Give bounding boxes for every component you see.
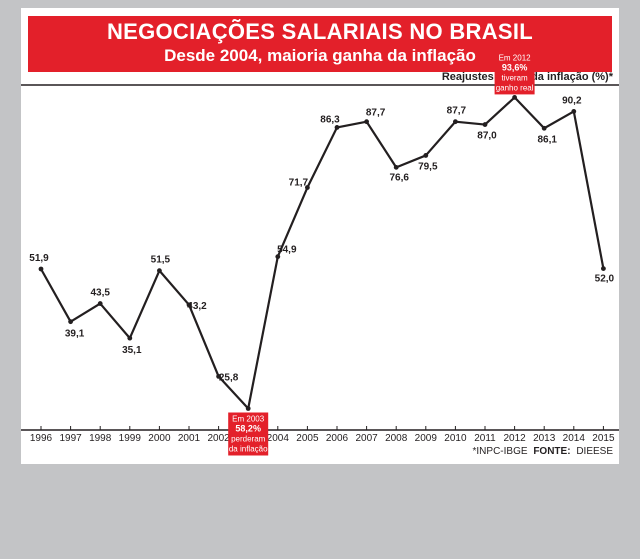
data-point-1998 <box>97 301 103 306</box>
x-tick-label-2004: 2004 <box>267 433 290 444</box>
x-tick-label-1999: 1999 <box>119 433 142 444</box>
value-label-2008: 76,6 <box>389 172 409 183</box>
x-tick-label-2006: 2006 <box>326 433 349 444</box>
value-label-2011: 87,0 <box>477 131 497 142</box>
data-point-2000 <box>157 268 162 274</box>
data-point-2011 <box>482 122 488 127</box>
x-tick-label-2008: 2008 <box>385 433 408 444</box>
value-label-2001: 43,2 <box>187 301 207 312</box>
value-label-1997: 39,1 <box>65 329 85 340</box>
x-tick-label-2000: 2000 <box>148 433 171 444</box>
x-tick-label-2002: 2002 <box>207 433 230 444</box>
value-label-2005: 71,7 <box>289 178 309 189</box>
x-tick-label-2005: 2005 <box>296 433 319 444</box>
title-banner: NEGOCIAÇÕES SALARIAIS NO BRASIL Desde 20… <box>28 16 612 72</box>
data-point-2001 <box>186 302 192 308</box>
x-tick-label-2001: 2001 <box>178 433 201 444</box>
data-point-1997 <box>68 319 73 325</box>
data-point-2004 <box>275 254 281 260</box>
data-point-1999 <box>127 335 133 341</box>
value-label-2000: 51,5 <box>151 255 171 266</box>
annotation-2012-line-2: 93,6% <box>502 62 528 72</box>
data-point-2002 <box>216 374 222 379</box>
value-label-2014: 90,2 <box>562 95 582 106</box>
data-point-2008 <box>393 164 399 170</box>
source-footnote: *INPC-IBGE <box>473 446 528 457</box>
data-point-2015 <box>601 266 606 271</box>
data-point-2010 <box>453 119 458 125</box>
x-tick-label-2010: 2010 <box>444 433 467 444</box>
data-point-2009 <box>423 153 429 158</box>
chart-panel-content: NEGOCIAÇÕES SALARIAIS NO BRASIL Desde 20… <box>21 8 619 464</box>
annotation-box-2012 <box>494 51 535 95</box>
data-point-2003 <box>245 406 251 411</box>
annotation-2003-line-3: perderam <box>231 434 266 443</box>
x-tick-label-2014: 2014 <box>563 433 586 444</box>
value-label-2010: 87,7 <box>447 106 467 117</box>
chart-title: NEGOCIAÇÕES SALARIAIS NO BRASIL <box>106 19 534 44</box>
chart-subtitle: Desde 2004, maioria ganha da inflação <box>164 46 476 65</box>
annotation-2003-line-2: 58,2% <box>235 423 261 433</box>
value-label-2007: 87,7 <box>366 108 386 119</box>
data-point-2014 <box>571 108 577 114</box>
annotation-2012-line-1: Em 2012 <box>499 53 532 62</box>
x-tick-label-1996: 1996 <box>30 433 53 444</box>
value-label-1999: 35,1 <box>122 345 142 356</box>
annotation-2003-line-4: da inflação <box>229 444 268 453</box>
value-label-2002: 25,8 <box>219 372 239 383</box>
x-tick-label-1998: 1998 <box>89 433 112 444</box>
data-point-2013 <box>541 125 547 131</box>
source-note: *INPC-IBGE FONTE: DIEESE <box>473 446 614 457</box>
value-label-2006: 86,3 <box>320 114 340 125</box>
value-label-1998: 43,5 <box>90 288 110 299</box>
data-point-2007 <box>364 119 369 125</box>
x-tick-label-1997: 1997 <box>59 433 82 444</box>
x-tick-label-2015: 2015 <box>592 433 615 444</box>
annotation-2012-line-4: ganho real <box>496 83 534 92</box>
value-label-2015: 52,0 <box>595 274 615 285</box>
annotation-box-2003 <box>228 412 269 456</box>
data-point-2012 <box>512 95 517 100</box>
annotation-2003-line-1: Em 2003 <box>232 414 265 423</box>
source-label: FONTE: <box>533 446 570 457</box>
x-tick-label-2009: 2009 <box>415 433 438 444</box>
value-label-1996: 51,9 <box>29 253 49 264</box>
value-label-2009: 79,5 <box>418 161 438 172</box>
series-line <box>40 96 605 410</box>
data-point-1996 <box>38 266 44 272</box>
x-tick-label-2011: 2011 <box>474 433 496 444</box>
data-point-2005 <box>305 185 310 190</box>
value-label-2013: 86,1 <box>537 134 557 145</box>
annotation-2012-line-3: tiveram <box>501 73 528 82</box>
x-tick-label-2013: 2013 <box>533 433 556 444</box>
x-tick-label-2012: 2012 <box>503 433 526 444</box>
value-label-2004: 54,9 <box>277 245 297 256</box>
source-name: DIEESE <box>576 446 613 457</box>
x-tick-label-2007: 2007 <box>355 433 378 444</box>
data-point-2006 <box>334 125 340 130</box>
